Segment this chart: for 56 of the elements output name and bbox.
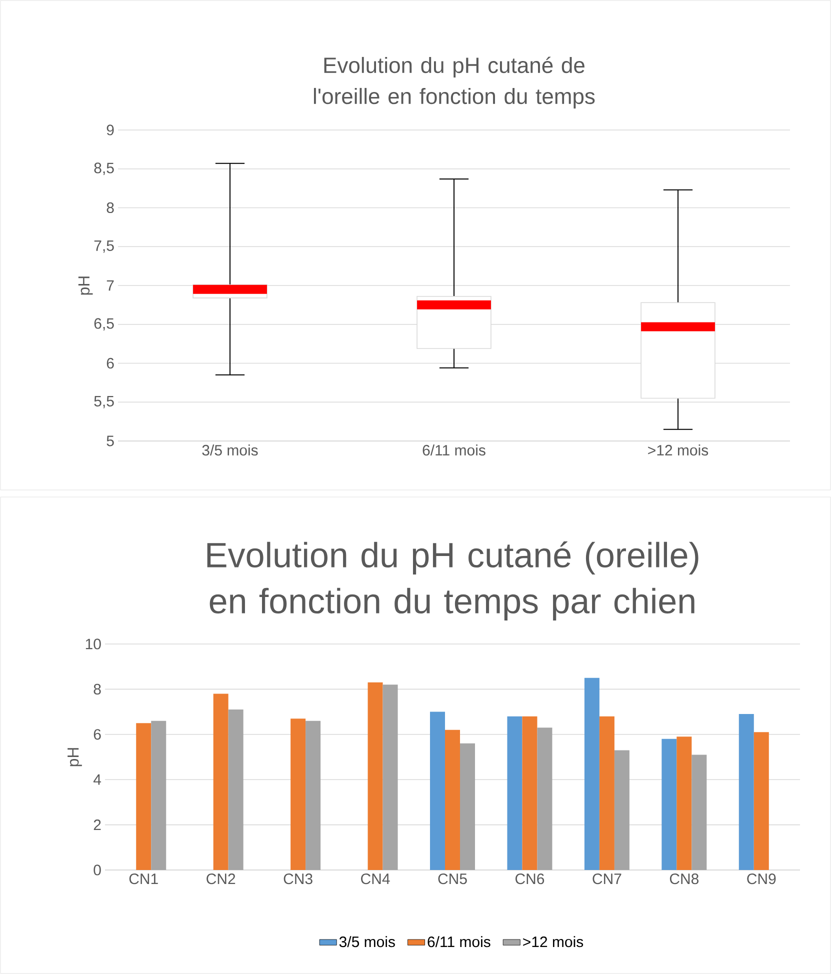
- bar: [382, 684, 398, 870]
- y-tick-label: 6: [94, 729, 101, 740]
- bar: [445, 730, 460, 870]
- bar: [599, 716, 614, 870]
- x-tick-label: CN7: [592, 874, 622, 884]
- y-tick-label: 2: [94, 820, 101, 830]
- bar: [430, 712, 445, 870]
- legend-label: 3/5 mois: [339, 936, 395, 948]
- y-tick-label: 10: [86, 638, 101, 650]
- y-tick-label: 8: [94, 684, 101, 694]
- y-tick-label: 7: [106, 280, 114, 291]
- bar: [537, 728, 552, 870]
- x-tick-label: CN8: [670, 874, 699, 884]
- x-tick-label: CN6: [515, 874, 544, 884]
- bar: [584, 678, 600, 870]
- bar: [228, 710, 244, 870]
- y-tick-label: 6,5: [94, 318, 114, 331]
- y-tick-label: 9: [106, 124, 114, 136]
- bar: [368, 682, 383, 870]
- bar: [754, 732, 769, 870]
- y-tick-label: 4: [93, 774, 102, 785]
- y-tick-label: 8: [106, 202, 114, 214]
- x-tick-label: CN3: [284, 874, 312, 884]
- x-tick-label: 3/5 mois: [202, 444, 258, 456]
- x-tick-label: CN2: [206, 874, 236, 884]
- x-tick-label: CN9: [747, 874, 776, 884]
- bar: [213, 694, 228, 870]
- legend-label: >12 mois: [523, 936, 584, 948]
- x-tick-label: CN1: [129, 874, 158, 884]
- legend-label: 6/11 mois: [428, 936, 490, 948]
- y-axis-title: pH: [68, 748, 82, 766]
- bar: [290, 718, 306, 870]
- y-tick-label: 5: [106, 436, 114, 446]
- x-tick-label: 6/11 mois: [422, 444, 486, 456]
- y-axis-title: pH: [78, 276, 93, 295]
- bar: [306, 720, 321, 870]
- y-tick-label: 6: [106, 358, 114, 369]
- chart-title: Evolution du pH cutané (oreille) en fonction du temps par chien: [207, 541, 698, 620]
- x-tick-label: CN5: [438, 874, 467, 884]
- bar: [676, 736, 692, 870]
- y-tick-label: 0: [94, 864, 101, 876]
- y-tick-label: 7,5: [94, 240, 114, 253]
- x-tick-label: CN4: [361, 874, 390, 884]
- y-tick-label: 5,5: [94, 396, 114, 408]
- bar: [136, 723, 152, 870]
- bar: [614, 750, 630, 870]
- x-tick-label: >12 mois: [648, 444, 708, 456]
- y-tick-label: 8,5: [94, 162, 114, 176]
- bar: [522, 716, 538, 870]
- chart-title: Evolution du pH cutané de l'oreille en fonction du temps: [314, 56, 595, 108]
- bar: [662, 738, 677, 870]
- bar: [738, 714, 754, 870]
- bar: [507, 716, 522, 870]
- bar: [151, 720, 166, 870]
- bar: [692, 754, 707, 870]
- bar: [460, 743, 475, 870]
